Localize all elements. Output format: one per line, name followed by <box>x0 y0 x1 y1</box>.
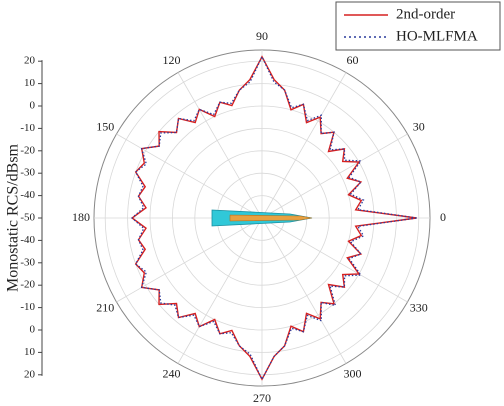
theta-tick-label: 30 <box>413 119 425 133</box>
r-tick-label: -10 <box>20 122 35 134</box>
grid-spoke <box>262 218 346 363</box>
r-tick-label: 10 <box>24 346 36 358</box>
chart: Monostatic RCS/dBsm -50 -40 -40 -30 -30 -20 -2… <box>0 0 504 406</box>
theta-tick-label: 330 <box>410 300 428 314</box>
theta-tick-label: 300 <box>344 367 362 381</box>
missile-illustration <box>212 210 312 226</box>
r-tick-label: -50 <box>20 212 35 224</box>
theta-tick-label: 270 <box>253 391 271 405</box>
y-axis-label: Monostatic RCS/dBsm <box>5 143 22 292</box>
theta-tick-label: 210 <box>96 300 114 314</box>
grid-spoke <box>178 73 262 218</box>
r-tick-label: -40 <box>20 189 35 201</box>
theta-tick-label: 150 <box>96 119 114 133</box>
legend-label: HO-MLFMA <box>396 28 478 44</box>
legend-label: 2nd-order <box>396 6 455 22</box>
theta-tick-label: 0 <box>440 210 446 224</box>
r-tick-label: 10 <box>24 77 36 89</box>
r-tick-label: -30 <box>20 167 35 179</box>
theta-tick-label: 60 <box>347 53 359 67</box>
r-tick-label: -20 <box>20 144 35 156</box>
r-tick-label: -10 <box>20 301 35 313</box>
r-tick-label: 0 <box>30 324 36 336</box>
grid-spoke <box>178 218 262 363</box>
theta-tick-label: 90 <box>256 29 268 43</box>
r-tick-label: -20 <box>20 279 35 291</box>
r-tick-label: 0 <box>30 100 36 112</box>
r-tick-label: 20 <box>24 368 36 380</box>
grid-spoke <box>262 134 407 218</box>
r-tick-label: 20 <box>24 55 36 67</box>
theta-tick-label: 120 <box>163 53 181 67</box>
theta-tick-label: 240 <box>163 367 181 381</box>
grid-spoke <box>262 218 407 302</box>
legend: 2nd-order HO-MLFMA <box>336 2 500 50</box>
r-tick-label: -40 <box>20 234 35 246</box>
theta-tick-label: 180 <box>72 210 90 224</box>
grid-spoke <box>262 73 346 218</box>
r-tick-label: -30 <box>20 256 35 268</box>
